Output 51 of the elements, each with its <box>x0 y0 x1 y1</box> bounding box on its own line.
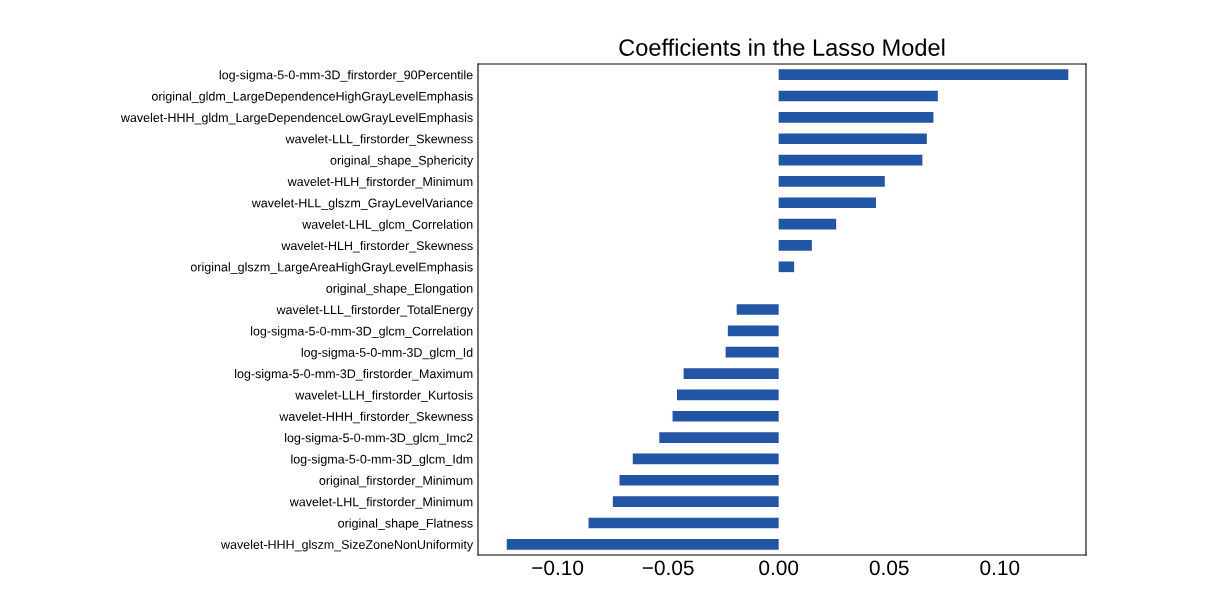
y-tick-label: original_glszm_LargeAreaHighGrayLevelEmphasis <box>190 262 473 274</box>
bar <box>736 304 779 315</box>
bar <box>725 346 779 358</box>
chart-title: Coefficients in the Lasso Model <box>619 38 945 56</box>
y-tick-label: wavelet-HHH_firstorder_Skewness <box>279 411 473 424</box>
y-tick-label: wavelet-HLH_firstorder_Minimum <box>287 176 473 189</box>
bar <box>778 133 927 145</box>
x-tick-label: 0.05 <box>869 560 909 576</box>
y-tick-label: original_shape_Elongation <box>326 283 473 296</box>
bar <box>683 368 779 379</box>
bar <box>778 69 1069 81</box>
y-tick-label: log-sigma-5-0-mm-3D_glcm_Idm <box>291 454 473 467</box>
y-tick-label: log-sigma-5-0-mm-3D_glcm_Imc2 <box>285 433 473 445</box>
bar <box>676 389 779 401</box>
bar <box>778 154 923 166</box>
bar <box>588 517 779 529</box>
y-tick-label: wavelet-HLH_firstorder_Skewness <box>281 240 473 253</box>
bar <box>506 538 779 550</box>
y-tick-label: wavelet-LLH_firstorder_Kurtosis <box>295 390 473 402</box>
y-tick-label: wavelet-LLL_firstorder_TotalEnergy <box>276 304 474 317</box>
x-tick-label: −0.10 <box>532 560 584 576</box>
bar <box>612 496 779 507</box>
x-tick-label: −0.05 <box>642 560 694 576</box>
x-tick-label: 0.10 <box>980 560 1020 576</box>
bar <box>727 325 779 337</box>
y-tick-label: wavelet-LLL_firstorder_Skewness <box>285 134 473 146</box>
bar <box>778 218 837 230</box>
y-tick-label: original_shape_Sphericity <box>330 155 474 168</box>
y-tick-label: wavelet-LHL_glcm_Correlation <box>302 219 473 232</box>
y-tick-label: log-sigma-5-0-mm-3D_glcm_Correlation <box>251 326 473 338</box>
y-tick-label: log-sigma-5-0-mm-3D_firstorder_Maximum <box>235 369 473 381</box>
bar <box>778 176 885 187</box>
y-tick-label: wavelet-HLL_glszm_GrayLevelVariance <box>251 198 473 210</box>
y-tick-label: original_firstorder_Minimum <box>319 475 473 488</box>
bar <box>672 410 779 422</box>
y-tick-label: original_shape_Flatness <box>338 518 473 531</box>
bar <box>778 261 795 273</box>
bar <box>659 432 779 443</box>
y-tick-label: wavelet-HHH_glszm_SizeZoneNonUniformity <box>220 539 474 552</box>
bar <box>778 112 934 123</box>
y-tick-label: wavelet-LHL_firstorder_Minimum <box>289 497 473 509</box>
bar <box>632 453 779 465</box>
bar <box>778 240 812 251</box>
bar <box>778 197 876 209</box>
y-tick-label: original_gldm_LargeDependenceHighGrayLevelEmphasis <box>151 91 473 104</box>
y-tick-label: wavelet-HHH_gldm_LargeDependenceLowGrayLevelEmphasis <box>120 112 473 125</box>
bar <box>778 90 938 102</box>
bar <box>619 474 779 486</box>
y-tick-label: log-sigma-5-0-mm-3D_glcm_Id <box>301 347 473 360</box>
x-tick-label: 0.00 <box>759 560 799 576</box>
y-tick-label: log-sigma-5-0-mm-3D_firstorder_90Percentile <box>219 70 473 82</box>
